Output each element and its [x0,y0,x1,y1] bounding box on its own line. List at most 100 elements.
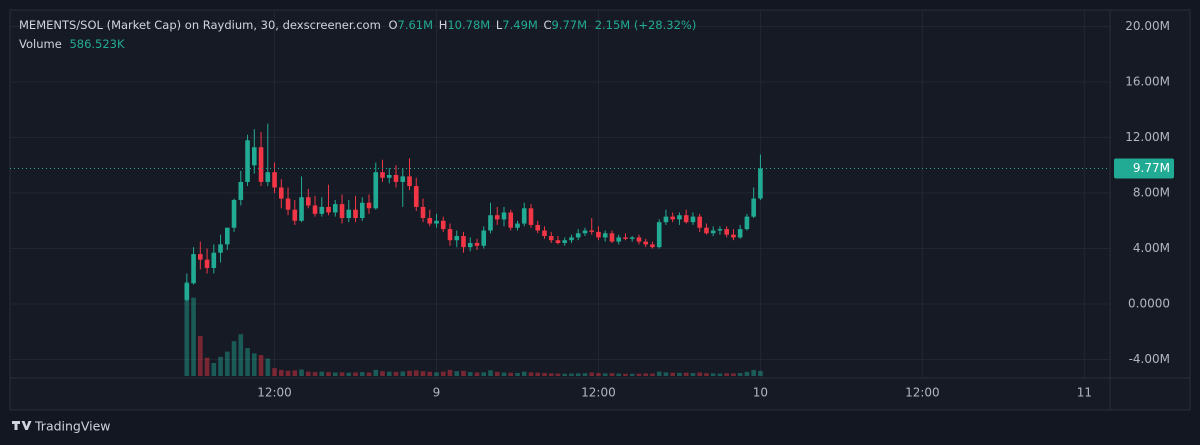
volume-bar [211,362,217,376]
candle-body [582,230,588,234]
volume-bar [393,371,399,376]
candle-body [589,230,595,232]
volume-bar [724,373,729,376]
last-price-label: 9.77M [1133,161,1170,175]
candle-body [238,181,244,200]
candle-body [650,244,655,248]
volume-bar [582,373,588,376]
candle-body [386,174,392,178]
volume-bar [737,372,743,376]
volume-bar [440,371,446,376]
volume-bar [663,372,669,376]
candle-body [359,202,365,219]
candle-body [218,244,223,253]
volume-bar [184,282,190,376]
candle-body [515,223,520,228]
candle-body [326,206,331,213]
volume-bar [400,371,406,376]
volume-bar [447,369,453,376]
brand-name: TradingView [34,419,111,434]
candle-body [278,187,284,199]
candle-body [643,241,649,245]
volume-bar [656,371,662,376]
volume-bar [258,355,264,376]
volume-bar [616,373,622,376]
volume-bar [488,370,493,376]
volume-bar [245,348,250,376]
candle-body [731,234,736,238]
candle-body [305,197,311,206]
candle-body [319,206,325,214]
candle-body [245,140,250,182]
volume-value: 586.523K [69,37,125,51]
volume-bar [467,372,473,376]
candle-body [494,215,500,220]
candle-body [339,204,345,219]
volume-bar [683,372,689,376]
volume-bar [305,371,311,376]
candle-body [251,147,257,166]
volume-bar [380,371,385,376]
volume-bar [326,372,331,376]
volume-bar [609,373,615,376]
ohlc-value: 7.61M [398,18,434,32]
volume-bar [353,372,358,376]
candle-body [616,237,622,242]
volume-bar [744,371,750,376]
volume-bar [434,372,439,376]
volume-bar [299,369,304,376]
last-price-tag [1114,158,1174,179]
candle-body [501,212,507,220]
candle-body [380,172,385,178]
candle-body [697,216,702,228]
candle-body [258,147,264,182]
volume-bar [218,356,223,376]
volume-bar [501,372,507,376]
volume-bar [494,371,500,376]
ohlc-letter: H [439,18,448,32]
ohlc-value: 10.78M [447,18,490,32]
volume-title: Volume [19,37,62,51]
volume-bar [758,370,763,376]
volume-bar [231,341,237,376]
volume-bar [251,353,257,376]
volume-bar [204,357,210,376]
candle-body [447,229,453,241]
candle-body [440,220,446,230]
volume-bar [481,372,487,376]
y-tick-label: 20.00M [1125,19,1170,33]
candle-body [231,199,237,228]
candle-body [710,230,716,234]
candle-body [353,209,358,219]
volume-header: Volume 586.523K [19,37,125,51]
marks [184,123,763,376]
candle-body [717,229,723,231]
volume-bar [373,369,379,376]
candle-body [265,172,271,182]
x-tick-label: 12:00 [257,386,292,400]
volume-bar [278,369,284,376]
volume-bar [569,373,574,376]
candle-body [744,216,750,230]
candle-body [184,283,190,300]
candle-body [656,222,662,248]
candle-body [407,176,412,187]
candle-body [467,242,473,248]
candle-body [413,186,419,207]
candle-body [400,176,406,182]
volume-bar [285,370,291,376]
volume-bar [589,372,595,376]
ohlc-letter: L [496,18,503,32]
candle-body [528,208,534,225]
volume-bar [366,372,372,376]
volume-bar [542,372,547,376]
candle-body [629,237,635,239]
volume-bar [521,371,527,376]
y-tick-label: 16.00M [1125,75,1170,89]
volume-bar [461,370,466,376]
candle-body [285,198,291,210]
volume-bar [677,372,682,376]
candle-body [393,174,399,182]
volume-bar [386,371,392,376]
